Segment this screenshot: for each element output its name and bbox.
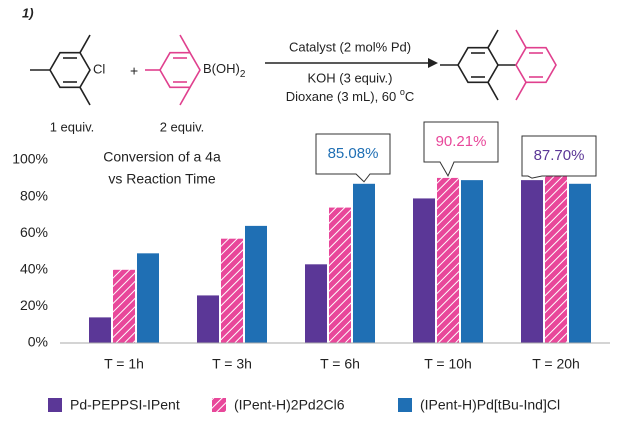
chart-title: vs Reaction Time	[108, 171, 216, 187]
product-structure	[440, 29, 557, 101]
legend-swatch	[48, 398, 62, 412]
reactant1-structure	[30, 34, 91, 106]
bar	[137, 253, 159, 343]
x-tick-label: T = 6h	[320, 356, 360, 372]
callout-box	[423, 121, 499, 178]
equiv-label: 1 equiv.	[50, 119, 95, 134]
legend-swatch	[398, 398, 412, 412]
chart-title: Conversion of a 4a	[103, 149, 221, 165]
annotation: 85.08%	[328, 145, 379, 162]
callout-box	[315, 133, 391, 183]
legend-label: (IPent-H)Pd[tBu-Ind]Cl	[420, 397, 560, 413]
reactant1-substituent: Cl	[93, 61, 105, 76]
x-tick-label: T = 3h	[212, 356, 252, 372]
condition: Dioxane (3 mL), 60 oC	[286, 87, 415, 104]
bar	[197, 295, 219, 343]
annotation: 90.21%	[436, 133, 487, 150]
bar	[545, 174, 567, 343]
x-tick-label: T = 1h	[104, 356, 144, 372]
bar	[413, 198, 435, 343]
bar	[89, 317, 111, 343]
subscript: 2	[240, 69, 246, 80]
y-tick-label: 20%	[20, 297, 48, 313]
bar	[569, 183, 591, 343]
bar	[221, 238, 243, 343]
legend-label: (IPent-H)2Pd2Cl6	[234, 397, 345, 413]
bar	[461, 180, 483, 343]
bar	[113, 269, 135, 343]
bar	[245, 225, 267, 343]
y-tick-label: 0%	[28, 334, 48, 350]
condition-text: Dioxane (3 mL), 60	[286, 89, 400, 104]
condition: KOH (3 equiv.)	[307, 70, 392, 85]
bar	[329, 207, 351, 343]
legend-swatch	[212, 398, 226, 412]
reactant2-substituent: B(OH)2	[203, 61, 246, 79]
bar	[353, 183, 375, 343]
condition: Catalyst (2 mol% Pd)	[289, 39, 411, 54]
bar	[305, 264, 327, 343]
equiv-label: 2 equiv.	[160, 119, 205, 134]
legend-label: Pd-PEPPSI-IPent	[70, 397, 180, 413]
callout-box	[521, 135, 597, 179]
boron-group: B(OH)	[203, 61, 240, 76]
superscript: o	[400, 87, 405, 97]
y-tick-label: 40%	[20, 261, 48, 277]
annotation: 87.70%	[534, 147, 585, 164]
y-tick-label: 60%	[20, 224, 48, 240]
y-tick-label: 80%	[20, 187, 48, 203]
scheme-label: 1)	[22, 5, 34, 20]
reactant2-structure	[145, 34, 201, 106]
x-tick-label: T = 10h	[424, 356, 472, 372]
bar	[521, 180, 543, 343]
plus-sign: +	[130, 63, 138, 79]
condition-text: C	[405, 89, 414, 104]
bar	[437, 177, 459, 343]
y-tick-label: 100%	[12, 151, 48, 167]
x-tick-label: T = 20h	[532, 356, 580, 372]
reaction-arrow	[265, 58, 438, 68]
